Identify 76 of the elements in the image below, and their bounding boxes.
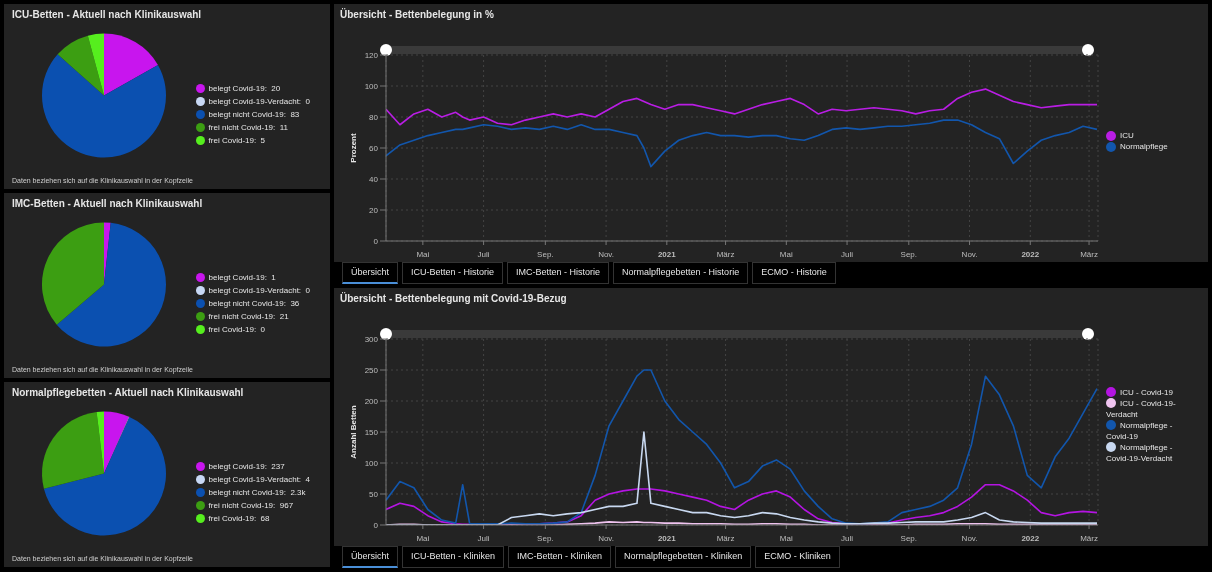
- text: ICU-Betten - Kliniken: [402, 546, 505, 568]
- x-tick-label: Juli: [477, 250, 490, 259]
- legend-label: ICU - Covid-19: [1120, 387, 1173, 397]
- legend-label: frei Covid-19: 5: [208, 135, 266, 147]
- x-tick-label: Nov.: [598, 534, 614, 543]
- x-tick-label: Juli: [841, 250, 854, 259]
- x-tick-label: 2021: [657, 534, 677, 543]
- x-tick-label: Sep.: [537, 534, 554, 543]
- y-axis-title: Anzahl Betten: [348, 405, 358, 459]
- legend-label: Normalpflege - Covid-19: [1106, 420, 1173, 441]
- x-tick-label: Nov.: [961, 534, 978, 543]
- legend-label: frei Covid-19: 0: [208, 324, 266, 336]
- text: Übersicht: [342, 262, 399, 284]
- y-tick-label: 60: [369, 143, 379, 153]
- x-tick-label: März: [1080, 534, 1098, 543]
- legend-label: frei nicht Covid-19: 11: [208, 122, 289, 134]
- legend-label: frei nicht Covid-19: 967: [208, 500, 294, 512]
- x-tick-label: Nov.: [961, 250, 978, 259]
- x-tick-label: Mai: [779, 250, 793, 259]
- legend-label: frei Covid-19: 68: [208, 513, 270, 525]
- text: ICU-Betten - Historie: [402, 262, 504, 284]
- y-tick-label: 40: [369, 174, 379, 184]
- x-tick-label: Mai: [416, 534, 430, 543]
- x-tick-label: Juli: [841, 534, 854, 543]
- y-tick-label: 100: [364, 81, 379, 91]
- chart-title: Übersicht - Bettenbelegung in %: [339, 7, 495, 22]
- legend-label: belegt nicht Covid-19: 2.3k: [208, 487, 306, 499]
- y-tick-label: 20: [369, 205, 379, 215]
- legend-label: belegt Covid-19-Verdacht: 0: [208, 96, 310, 108]
- y-tick-label: 120: [364, 50, 379, 60]
- x-tick-label: März: [716, 250, 735, 259]
- chart-title: IMC-Betten - Aktuell nach Klinikauswahl: [11, 197, 204, 211]
- x-tick-label: Sep.: [900, 250, 918, 259]
- y-tick-label: 150: [364, 427, 379, 437]
- x-tick-label: Mai: [416, 250, 430, 259]
- legend-label: ICU: [1120, 131, 1134, 140]
- legend-label: ICU - Covid-19-Verdacht: [1106, 398, 1176, 419]
- chart-title: Normalpflegebetten - Aktuell nach Klinikauswahl: [11, 386, 245, 400]
- x-tick-label: Juli: [477, 534, 490, 543]
- x-tick-label: 2021: [657, 250, 677, 259]
- text: ECMO - Kliniken: [755, 546, 840, 568]
- legend-label: belegt nicht Covid-19: 83: [208, 109, 300, 121]
- legend-label: Normalpflege: [1120, 142, 1168, 151]
- x-tick-label: Mai: [779, 534, 793, 543]
- y-tick-label: 100: [364, 458, 379, 468]
- legend-label: frei nicht Covid-19: 21: [208, 311, 289, 323]
- text: ECMO - Historie: [752, 262, 836, 284]
- y-tick-label: 80: [369, 112, 379, 122]
- x-tick-label: Sep.: [537, 250, 554, 259]
- legend-label: belegt Covid-19: 237: [208, 461, 285, 473]
- legend-label: belegt Covid-19: 20: [208, 83, 281, 95]
- chart-title: Übersicht - Bettenbelegung mit Covid-19-Bezug: [339, 291, 568, 306]
- legend-label: belegt nicht Covid-19: 36: [208, 298, 300, 310]
- text: Normalpflegebetten - Historie: [613, 262, 749, 284]
- text: Übersicht: [342, 546, 399, 568]
- y-tick-label: 0: [373, 520, 379, 530]
- legend-label: belegt Covid-19-Verdacht: 4: [208, 474, 310, 486]
- x-tick-label: März: [1080, 250, 1098, 259]
- text: IMC-Betten - Historie: [507, 262, 610, 284]
- y-tick-label: 250: [364, 365, 379, 375]
- y-tick-label: 300: [364, 334, 379, 344]
- y-tick-label: 50: [369, 489, 379, 499]
- x-tick-label: Sep.: [900, 534, 918, 543]
- legend-label: Normalpflege - Covid-19-Verdacht: [1106, 442, 1173, 463]
- legend-label: belegt Covid-19-Verdacht: 0: [208, 285, 310, 297]
- legend-label: belegt Covid-19: 1: [208, 272, 276, 284]
- chart-title: ICU-Betten - Aktuell nach Klinikauswahl: [11, 8, 203, 22]
- x-tick-label: März: [716, 534, 735, 543]
- x-tick-label: 2022: [1021, 534, 1040, 543]
- y-tick-label: 200: [364, 396, 379, 406]
- x-tick-label: Nov.: [598, 250, 614, 259]
- x-tick-label: 2022: [1021, 250, 1040, 259]
- text: IMC-Betten - Kliniken: [508, 546, 612, 568]
- y-tick-label: 0: [373, 236, 379, 246]
- y-axis-title: Prozent: [348, 133, 358, 163]
- text: Normalpflegebetten - Kliniken: [615, 546, 752, 568]
